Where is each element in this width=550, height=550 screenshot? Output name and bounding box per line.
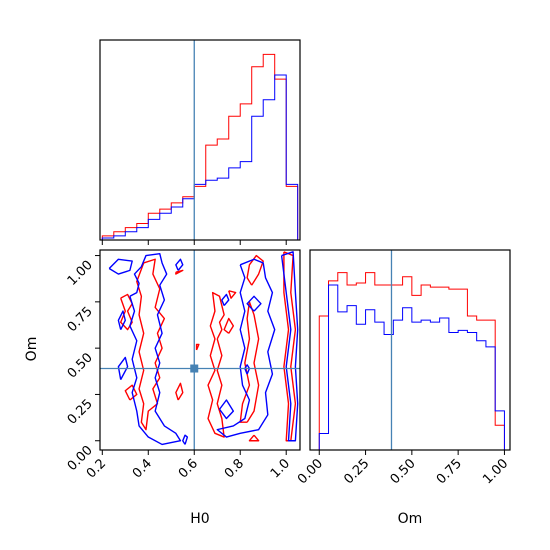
contour-red	[223, 317, 235, 334]
contour-blue	[218, 399, 235, 420]
hist-h0-panel	[99, 39, 301, 245]
hist-om-x-tick-label: 0.25	[341, 456, 372, 487]
hist-om-frame	[309, 249, 511, 451]
contour-blue	[216, 258, 276, 438]
contour-red	[239, 301, 260, 423]
contour-group	[108, 251, 299, 446]
truth-marker	[190, 364, 199, 373]
contour-blue	[246, 295, 262, 312]
contour-blue	[280, 251, 299, 442]
contour-blue	[117, 310, 126, 330]
contour-red	[228, 290, 237, 299]
hist-om-x-tick-label: 1.00	[480, 456, 511, 487]
hist-om-panel: 0.00 0.25 0.50 0.75 1.00	[295, 249, 511, 487]
contour-red	[175, 382, 184, 401]
joint-x-tick-label: 0.6	[176, 456, 201, 481]
contour-red	[136, 258, 166, 431]
contour-blue	[129, 252, 182, 446]
joint-x-tick-label: 0.8	[222, 456, 247, 481]
joint-frame	[99, 249, 301, 451]
joint-y-tick-label: 0.75	[65, 304, 96, 335]
joint-y-tick-label: 1.00	[65, 258, 96, 289]
hist-om-x-tick-label: 0.75	[434, 456, 465, 487]
contour-red	[207, 291, 225, 438]
hist-h0-frame	[99, 39, 301, 241]
contour-blue	[221, 293, 230, 307]
hist-h0-red-step	[101, 53, 299, 240]
joint-y-tick-label: 0.25	[65, 397, 96, 428]
hist-om-blue-step	[318, 284, 505, 450]
joint-x-tick-label: 0.4	[130, 456, 155, 481]
joint-h0-om-panel: 0.2 0.4 0.6 0.8 1.00.000.250.500.751.00	[65, 249, 301, 481]
joint-y-tick-label: 0.50	[65, 350, 96, 381]
hist-h0-blue-step	[101, 74, 299, 240]
contour-blue	[108, 258, 133, 275]
contour-red	[124, 384, 138, 401]
contour-blue	[244, 364, 251, 375]
om-y-axis-label: Om	[24, 337, 40, 362]
h0-axis-label: H0	[190, 511, 209, 527]
hist-om-x-tick-label: 0.00	[295, 456, 326, 487]
hist-om-red-step	[318, 272, 505, 450]
contour-red	[246, 254, 264, 286]
joint-x-tick-label: 1.0	[268, 456, 293, 481]
contour-blue	[182, 434, 189, 445]
contour-blue	[175, 258, 184, 271]
contour-red	[248, 434, 260, 442]
om-axis-label: Om	[398, 511, 423, 527]
contour-red	[175, 269, 184, 275]
contour-blue	[117, 356, 129, 380]
contour-red	[195, 343, 200, 351]
hist-om-x-tick-label: 0.50	[388, 456, 419, 487]
